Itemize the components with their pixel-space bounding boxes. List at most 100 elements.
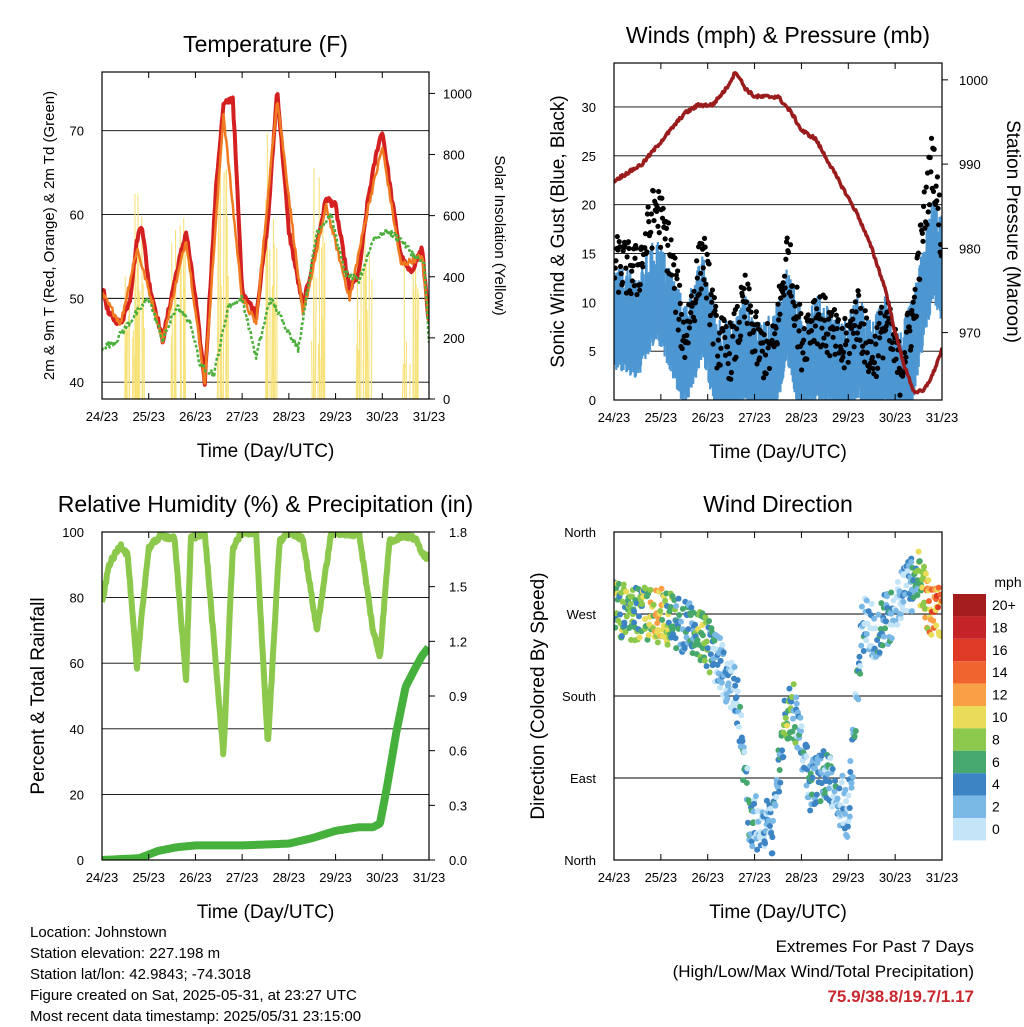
x-tick-label: 24/23 — [598, 410, 631, 425]
direction-point — [914, 592, 920, 598]
gust-point — [873, 342, 878, 347]
gust-point — [675, 268, 680, 273]
gust-point — [715, 353, 720, 358]
direction-point — [648, 587, 654, 593]
gust-point — [741, 286, 746, 291]
gust-point — [716, 338, 721, 343]
y-axis-label: Sonic Wind & Gust (Blue, Black) — [548, 95, 569, 367]
x-tick-label: 31/23 — [413, 870, 446, 885]
gust-point — [792, 323, 797, 328]
gust-point — [764, 371, 769, 376]
direction-point — [732, 683, 738, 689]
direction-point — [639, 601, 645, 607]
gust-point — [718, 362, 723, 367]
direction-point — [909, 608, 915, 614]
gust-point — [819, 325, 824, 330]
direction-point — [843, 798, 849, 804]
chart-title: Winds (mph) & Pressure (mb) — [626, 22, 930, 48]
direction-point — [718, 658, 724, 664]
gust-point — [691, 289, 696, 294]
gust-point — [674, 276, 679, 281]
direction-point — [704, 638, 710, 644]
x-tick-label: 31/23 — [926, 410, 959, 425]
y2-tick-label: 0.0 — [449, 853, 467, 868]
direction-point — [936, 585, 942, 591]
gust-point — [781, 293, 786, 298]
gust-point — [872, 334, 877, 339]
direction-point — [735, 688, 741, 694]
gust-point — [799, 367, 804, 372]
gust-point — [865, 350, 870, 355]
gust-point — [663, 236, 668, 241]
direction-point — [832, 778, 838, 784]
legend-title: mph — [994, 574, 1021, 590]
solar-insolation-spike — [318, 343, 319, 399]
direction-point — [844, 834, 850, 840]
gust-point — [726, 361, 731, 366]
gust-point — [775, 341, 780, 346]
gust-point — [629, 269, 634, 274]
direction-point — [657, 608, 663, 614]
gust-point — [776, 317, 781, 322]
y-tick-label: 40 — [70, 722, 84, 737]
gust-point — [857, 338, 862, 343]
gust-point — [649, 211, 654, 216]
y2-tick-label: 0.9 — [449, 689, 467, 704]
gust-point — [649, 245, 654, 250]
direction-point — [783, 715, 789, 721]
direction-point — [651, 602, 657, 608]
legend-label: 8 — [992, 731, 1000, 747]
solar-insolation-spike — [176, 230, 177, 399]
solar-insolation-spike — [415, 263, 416, 399]
direction-point — [740, 738, 746, 744]
x-tick-label: 28/23 — [785, 870, 818, 885]
gust-point — [772, 331, 777, 336]
gust-point — [934, 198, 939, 203]
direction-point — [767, 823, 773, 829]
direction-point — [770, 818, 776, 824]
gust-point — [763, 352, 768, 357]
direction-point — [707, 669, 713, 675]
gust-point — [684, 333, 689, 338]
gust-point — [878, 310, 883, 315]
gust-point — [707, 261, 712, 266]
direction-point — [762, 840, 768, 846]
gust-point — [615, 234, 620, 239]
y2-axis-label: Solar Insolation (Yellow) — [491, 155, 508, 315]
direction-point — [810, 775, 816, 781]
y-tick-label: 20 — [70, 787, 84, 802]
x-tick-label: 29/23 — [319, 870, 352, 885]
gust-point — [853, 309, 858, 314]
direction-point — [938, 633, 944, 639]
gust-point — [869, 339, 874, 344]
gust-point — [671, 262, 676, 267]
direction-point — [864, 631, 870, 637]
direction-point — [612, 625, 618, 631]
gust-point — [798, 311, 803, 316]
gust-point — [834, 313, 839, 318]
gust-point — [668, 237, 673, 242]
x-tick-label: 26/23 — [179, 409, 212, 424]
gust-point — [734, 326, 739, 331]
gust-point — [623, 266, 628, 271]
y-tick-label: 40 — [70, 375, 84, 390]
temperature-chart: Temperature (F)Time (Day/UTC)2m & 9m T (… — [41, 31, 508, 462]
direction-point — [793, 694, 799, 700]
gust-point — [864, 315, 869, 320]
direction-point — [882, 625, 888, 631]
gust-point — [855, 330, 860, 335]
gust-point — [651, 188, 656, 193]
gust-point — [619, 271, 624, 276]
gust-point — [672, 255, 677, 260]
gust-point — [658, 245, 663, 250]
direction-tick-label: West — [567, 607, 597, 622]
gust-point — [616, 290, 621, 295]
gust-point — [733, 355, 738, 360]
direction-point — [803, 753, 809, 759]
legend-label: 2 — [992, 799, 1000, 815]
direction-tick-label: North — [564, 525, 596, 540]
chart-title: Relative Humidity (%) & Precipitation (i… — [58, 491, 473, 517]
gust-point — [695, 275, 700, 280]
solar-insolation-spike — [369, 256, 370, 399]
